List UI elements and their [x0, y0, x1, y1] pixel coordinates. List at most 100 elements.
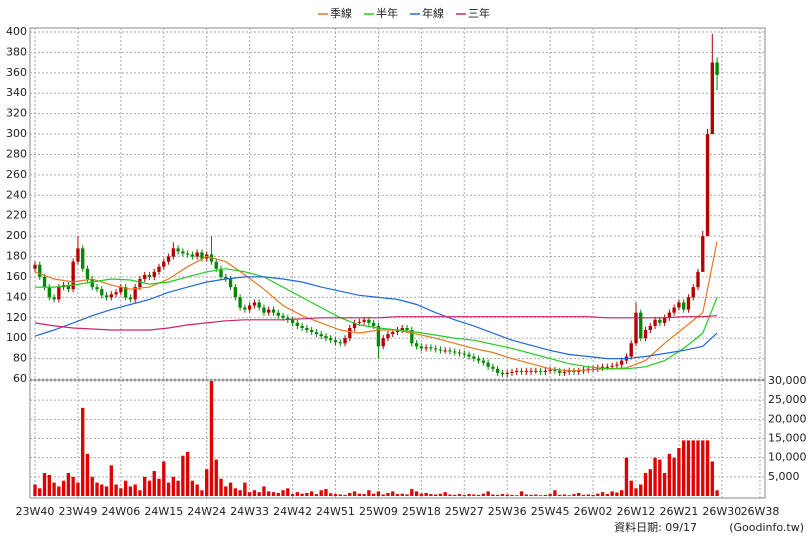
volume-bar — [233, 488, 237, 496]
candle-body — [419, 346, 424, 349]
volume-bar — [257, 492, 261, 496]
y-tick-label: 280 — [6, 147, 27, 160]
volume-bar — [591, 494, 595, 496]
candle-body — [558, 370, 562, 373]
volume-bar — [705, 440, 710, 496]
candle-body — [376, 325, 381, 347]
volume-bar — [558, 494, 562, 496]
candle-body — [128, 297, 133, 300]
candle-body — [543, 370, 548, 372]
candle-body — [109, 294, 113, 298]
candle-body — [371, 322, 376, 326]
volume-bar — [190, 480, 195, 496]
volume-bar — [352, 491, 357, 496]
y-tick-label: 340 — [6, 86, 27, 99]
candle-body — [529, 370, 533, 372]
volume-bar — [214, 459, 218, 496]
volume-bar — [543, 494, 548, 496]
candle-body — [243, 307, 247, 310]
candle-body — [119, 287, 123, 293]
volume-bar — [143, 476, 147, 496]
candle-body — [171, 248, 175, 257]
volume-bar — [114, 484, 118, 496]
candle-body — [710, 62, 714, 135]
y2-tick-label: 10,000 — [768, 451, 807, 464]
candle-body — [166, 256, 171, 262]
volume-bar — [572, 494, 576, 496]
candle-body — [281, 315, 285, 318]
candle-body — [414, 343, 419, 347]
y-tick-label: 140 — [6, 290, 27, 303]
volume-bar — [414, 491, 419, 496]
volume-bar — [247, 492, 252, 496]
volume-bar — [243, 482, 247, 496]
volume-bar — [624, 457, 629, 496]
volume-bar — [71, 476, 75, 496]
volume-bar — [128, 486, 133, 496]
x-tick-label: 25W45 — [531, 505, 570, 518]
candle-body — [438, 349, 443, 351]
x-tick-label: 24W42 — [273, 505, 312, 518]
volume-bar — [433, 494, 438, 496]
volume-bar — [605, 494, 610, 496]
y-tick-label: 320 — [6, 107, 27, 120]
y2-tick-label: 25,000 — [768, 393, 807, 406]
volume-bar — [147, 480, 152, 496]
volume-bar — [429, 494, 433, 496]
volume-bar — [52, 482, 56, 496]
volume-bar — [338, 494, 342, 496]
volume-bar — [324, 489, 328, 496]
volume-bar — [610, 491, 614, 496]
candle-body — [519, 370, 524, 372]
y-tick-label: 360 — [6, 66, 27, 79]
candle-body — [615, 364, 619, 366]
candle-body — [476, 358, 481, 361]
volume-bar — [76, 482, 80, 496]
candle-body — [610, 365, 614, 367]
candle-body — [262, 307, 266, 313]
volume-bar — [643, 473, 648, 496]
candle-body — [286, 317, 290, 320]
volume-bar — [715, 490, 719, 496]
volume-bar — [152, 471, 156, 496]
candle-body — [453, 351, 457, 353]
candle-body — [572, 370, 576, 372]
candle-body — [157, 266, 161, 272]
volume-bar — [424, 492, 428, 496]
candle-body — [691, 287, 695, 298]
volume-bar — [577, 492, 581, 496]
volume-bar — [376, 491, 381, 496]
volume-bar — [381, 494, 385, 496]
volume-bar — [252, 490, 257, 496]
candle-body — [138, 278, 142, 288]
x-tick-label: 26W30 — [702, 505, 741, 518]
legend-label: 半年 — [376, 6, 398, 20]
y-tick-label: 400 — [6, 25, 27, 38]
candle-body — [252, 302, 257, 306]
candle-body — [247, 305, 252, 310]
volume-bar — [538, 495, 543, 496]
y-tick-label: 120 — [6, 311, 27, 324]
volume-bar — [267, 491, 271, 496]
y2-tick-label: 30,000 — [768, 374, 807, 387]
volume-bar — [567, 495, 571, 496]
candle-body — [386, 334, 390, 339]
volume-bar — [596, 493, 600, 496]
volume-bar — [66, 473, 71, 496]
candle-body — [228, 278, 233, 288]
volume-bar — [529, 494, 533, 496]
volume-bar — [500, 494, 505, 496]
candle-body — [214, 261, 218, 269]
volume-bar — [295, 492, 300, 496]
candle-body — [395, 330, 400, 333]
candle-body — [467, 354, 471, 357]
candle-body — [658, 319, 662, 323]
volume-bar — [562, 494, 567, 496]
x-tick-label: 24W51 — [316, 505, 355, 518]
candle-body — [333, 340, 338, 343]
volume-bar — [662, 473, 667, 496]
y-tick-label: 180 — [6, 250, 27, 263]
candle-body — [348, 327, 352, 339]
candle-body — [448, 350, 452, 352]
volume-bar — [710, 461, 714, 496]
